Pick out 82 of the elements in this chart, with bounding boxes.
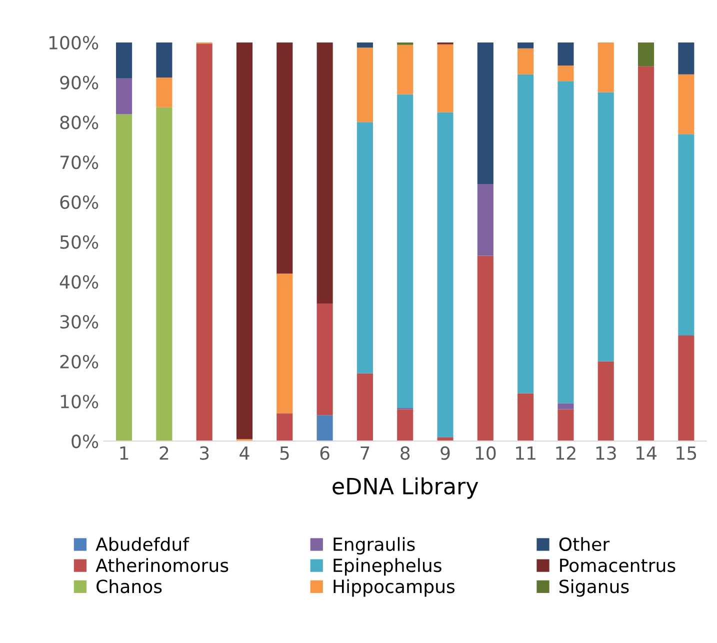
x-tick-label: 9 — [440, 446, 450, 460]
legend-label: Hippocampus — [334, 579, 455, 597]
x-tick-label: 8 — [400, 446, 410, 460]
bar — [356, 48, 373, 122]
bar — [156, 42, 172, 78]
bar — [397, 94, 414, 408]
bar — [116, 78, 132, 114]
y-tick-label: 10% — [60, 394, 98, 408]
bar — [437, 437, 454, 442]
legend-label: Pomacentrus — [560, 558, 676, 572]
bar — [558, 42, 574, 66]
bar — [598, 92, 614, 362]
bar — [276, 413, 293, 442]
bar — [477, 256, 494, 442]
x-tick-label: 12 — [556, 446, 576, 460]
bar — [678, 74, 694, 134]
bar — [518, 42, 534, 48]
x-tick-label: 14 — [636, 446, 656, 460]
x-tick-label: 10 — [476, 446, 496, 460]
y-tick-label: 30% — [60, 314, 98, 329]
bar — [518, 48, 534, 74]
legend-label: Other — [559, 537, 610, 552]
y-tick-label: 0% — [72, 434, 98, 448]
bar — [356, 42, 373, 48]
y-tick-label: 40% — [60, 275, 98, 289]
x-tick-label: 15 — [676, 446, 696, 460]
legend-label: Epinephelus — [334, 558, 442, 576]
bar — [558, 403, 574, 410]
bar — [558, 81, 574, 404]
bar — [477, 42, 494, 184]
bar — [156, 107, 172, 442]
bar — [477, 184, 494, 256]
y-tick-label: 20% — [60, 354, 98, 368]
bar — [437, 44, 454, 112]
bar — [196, 44, 212, 442]
bar — [678, 134, 694, 336]
bar — [397, 42, 414, 45]
legend-label: Atherinomorus — [96, 558, 228, 572]
bar — [678, 42, 694, 74]
legend-label: Siganus — [560, 579, 629, 597]
y-tick-label: 100% — [49, 36, 98, 50]
x-tick-label: 3 — [200, 446, 209, 460]
bar — [638, 66, 654, 442]
bar — [598, 361, 614, 442]
bar — [116, 42, 132, 78]
bar — [638, 42, 654, 66]
legend-label: Abudefduf — [96, 537, 190, 552]
bar — [316, 42, 333, 304]
bar — [518, 393, 534, 442]
bar — [678, 335, 694, 442]
bar — [116, 114, 132, 442]
legend-label: Engraulis — [334, 537, 415, 555]
bar — [236, 42, 253, 440]
bar — [598, 42, 614, 92]
bar — [316, 304, 333, 416]
y-tick-label: 70% — [60, 155, 98, 170]
x-tick-label: 5 — [280, 446, 289, 460]
x-tick-label: 2 — [160, 446, 168, 460]
bar — [276, 274, 293, 414]
x-tick-label: 1 — [120, 446, 128, 460]
bar — [397, 409, 414, 442]
x-tick-label: 7 — [360, 446, 370, 460]
y-tick-label: 90% — [60, 76, 98, 90]
x-tick-label: 13 — [596, 446, 616, 460]
x-tick-label: 6 — [320, 446, 330, 460]
y-tick-label: 50% — [60, 235, 98, 249]
bar — [316, 415, 333, 442]
bar — [558, 409, 574, 442]
bar — [276, 42, 293, 274]
bar — [558, 66, 574, 82]
bar — [437, 112, 454, 438]
legend-label: Chanos — [96, 579, 162, 594]
y-tick-label: 80% — [60, 116, 98, 130]
x-axis-title: eDNA Library — [332, 477, 478, 499]
y-tick-label: 60% — [60, 195, 98, 210]
bar — [156, 78, 172, 108]
x-tick-label: 4 — [240, 446, 250, 460]
x-tick-label: 11 — [516, 446, 536, 460]
bar — [518, 74, 534, 394]
bar — [397, 44, 414, 94]
bar — [356, 373, 373, 442]
bar — [356, 122, 373, 374]
